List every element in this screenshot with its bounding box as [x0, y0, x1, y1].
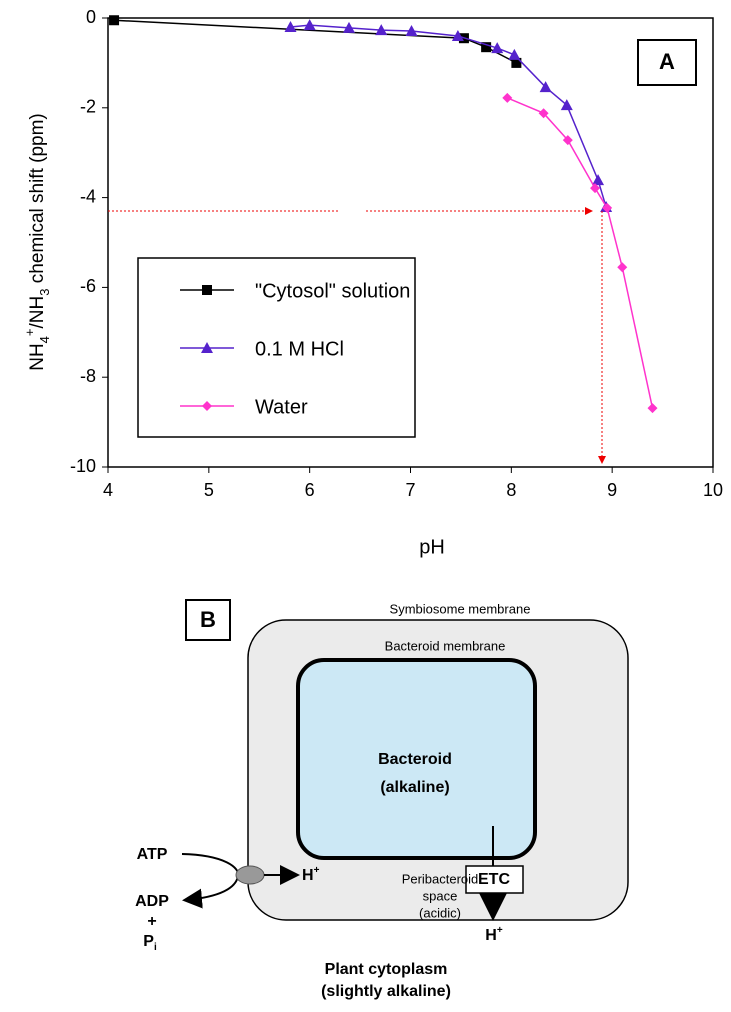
marker [202, 401, 212, 411]
proton-label: H+ [302, 865, 320, 884]
adp-label: ADP [135, 893, 169, 910]
label-part: 4 [37, 336, 52, 343]
x-tick-label: 8 [506, 480, 516, 500]
membrane-label: Bacteroid membrane [385, 638, 506, 653]
marker [201, 342, 213, 353]
marker [451, 29, 464, 41]
atp-label: ATP [137, 846, 168, 863]
legend-label: 0.1 M HCl [255, 338, 344, 360]
y-tick-label: -6 [80, 276, 96, 296]
text-part: i [154, 942, 157, 953]
legend-label: "Cytosol" solution [255, 280, 410, 302]
label-part: + [22, 328, 37, 336]
y-tick-label: -10 [70, 456, 96, 476]
etc-box [465, 865, 524, 894]
marker [538, 108, 549, 119]
y-tick-label: -4 [80, 186, 96, 206]
marker [647, 403, 658, 414]
marker [560, 99, 573, 111]
legend-label: Water [255, 396, 308, 418]
x-tick-label: 6 [305, 480, 315, 500]
marker [539, 81, 552, 93]
space-label: space [423, 888, 458, 903]
y-tick-label: -2 [80, 97, 96, 117]
x-axis-label: pH [419, 536, 445, 558]
space-label: Peribacteroid [402, 871, 479, 886]
marker [590, 183, 601, 194]
panel-label: B [200, 607, 216, 632]
marker [375, 24, 388, 36]
marker [342, 21, 355, 33]
diagram: B Symbiosome membrane Bacteroid membrane… [135, 599, 629, 1000]
label-part: NH [27, 343, 48, 370]
panel-label: A [659, 49, 675, 74]
marker [617, 262, 628, 273]
marker [284, 20, 297, 32]
label-part: 3 [37, 289, 52, 296]
pi-label: Pi [143, 933, 157, 953]
marker [508, 48, 521, 60]
label-part: chemical shift (ppm) [27, 113, 48, 288]
marker [202, 285, 212, 295]
legend: "Cytosol" solution 0.1 M HCl Water [137, 257, 416, 438]
marker [502, 92, 513, 103]
y-tick-label: 0 [86, 7, 96, 27]
marker [303, 19, 316, 31]
panel-box [185, 599, 231, 641]
cytoplasm-label: (slightly alkaline) [321, 983, 451, 1000]
bacteroid [296, 658, 537, 860]
label-part: /NH [27, 296, 48, 329]
marker [562, 135, 573, 146]
x-tick-label: 10 [703, 480, 723, 500]
text-part: H [302, 867, 314, 884]
x-tick-label: 9 [607, 480, 617, 500]
marker [491, 42, 504, 54]
membrane-label: Symbiosome membrane [390, 601, 531, 616]
proton-label: H+ [485, 925, 503, 944]
text-part: P [143, 933, 154, 950]
etc-label: ETC [478, 871, 510, 888]
marker [481, 42, 492, 53]
marker [405, 25, 418, 37]
space-label: (acidic) [419, 905, 461, 920]
bacteroid-label: Bacteroid [378, 751, 452, 768]
marker [109, 15, 120, 26]
x-tick-label: 5 [204, 480, 214, 500]
x-tick-label: 7 [405, 480, 415, 500]
text-part: + [497, 925, 503, 936]
marker [602, 202, 613, 213]
marker [592, 174, 605, 186]
cytoplasm-label: Plant cytoplasm [325, 961, 448, 978]
plus-label: + [147, 913, 156, 930]
x-tick-label: 4 [103, 480, 113, 500]
y-tick-label: -8 [80, 366, 96, 386]
y-axis-label: NH4+/NH3 chemical shift (ppm) [22, 113, 52, 371]
panel-box [637, 39, 697, 86]
arrow [181, 853, 240, 909]
series-line [290, 24, 607, 208]
marker [511, 57, 522, 68]
atpase [235, 865, 265, 885]
text-part: + [314, 865, 320, 876]
text-part: H [485, 927, 497, 944]
bacteroid-label: (alkaline) [380, 779, 449, 796]
